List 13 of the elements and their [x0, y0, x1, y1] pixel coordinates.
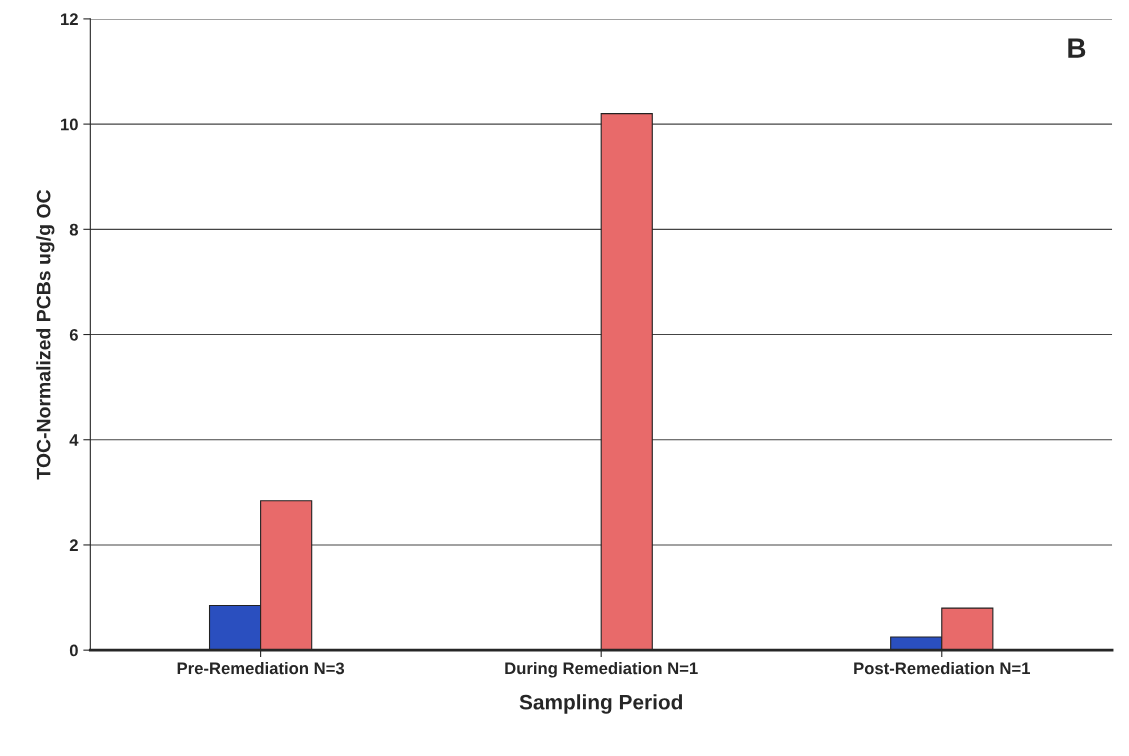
- x-axis-title: Sampling Period: [519, 694, 683, 714]
- y-tick-label: 12: [61, 13, 78, 25]
- y-tick-label: 10: [61, 118, 78, 131]
- y-tick-label: 0: [69, 644, 78, 657]
- x-tick-label: During Remediation N=1: [505, 661, 698, 678]
- y-axis-title: TOC-Normalized PCBs ug/g OC: [36, 189, 55, 480]
- y-tick-label: 4: [69, 434, 79, 446]
- y-tick-label: 6: [69, 328, 78, 341]
- y-tick-label: 8: [69, 223, 78, 236]
- x-tick-label: Pre-Remediation N=3: [177, 661, 345, 675]
- y-tick-label: 2: [69, 539, 78, 551]
- x-tick-label: Post-Remediation N=1: [854, 661, 1030, 675]
- annotation: B: [1068, 38, 1086, 58]
